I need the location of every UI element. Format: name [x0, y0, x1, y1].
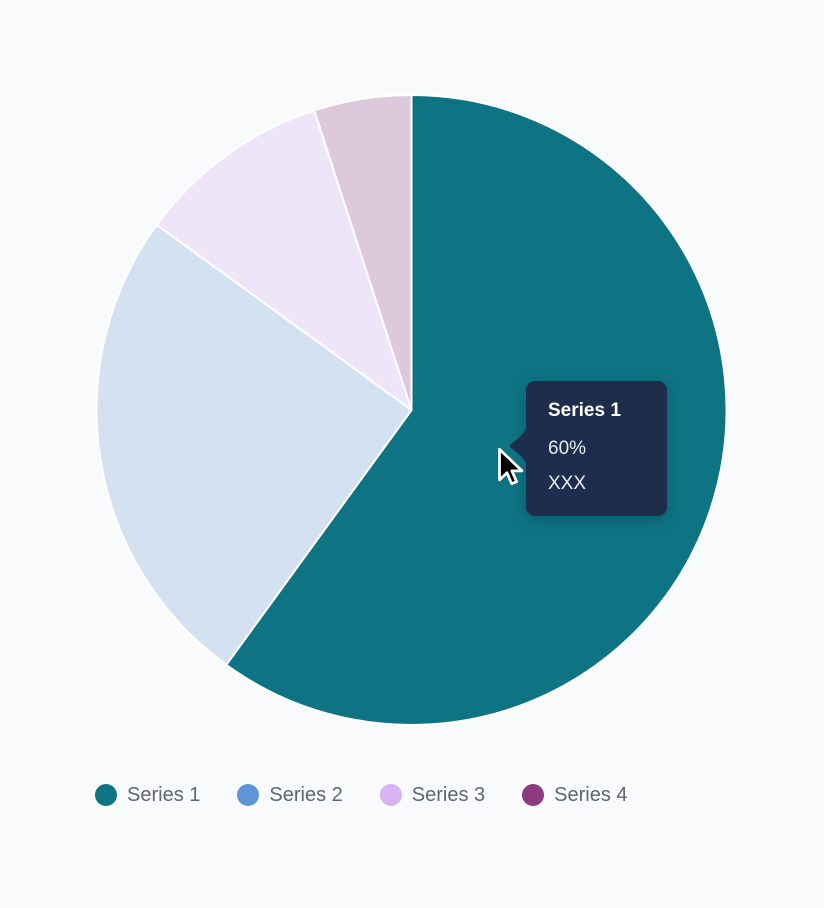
legend-item-label: Series 1	[127, 784, 201, 806]
legend-item-series-3[interactable]: Series 3	[379, 782, 486, 808]
chart-tooltip: Series 1 60% XXX	[510, 381, 667, 516]
legend-item-label: Series 4	[554, 784, 628, 806]
legend-item-series-1[interactable]: Series 1	[95, 782, 200, 808]
legend-dot-icon	[379, 784, 402, 806]
tooltip-series-title: Series 1	[548, 400, 621, 421]
legend-dot-icon	[237, 784, 260, 806]
legend-item-series-4[interactable]: Series 4	[522, 782, 628, 808]
legend-item-label: Series 2	[269, 784, 343, 806]
pie-slice-series-2[interactable]	[95, 223, 413, 666]
legend-dot-icon	[522, 784, 545, 806]
pie-slice-series-1[interactable]	[225, 94, 728, 726]
mouse-cursor-icon	[498, 448, 524, 486]
legend-item-label: Series 3	[411, 784, 486, 806]
tooltip-caret-icon	[510, 427, 527, 465]
tooltip-label: XXX	[548, 473, 587, 494]
legend-item-series-2[interactable]: Series 2	[237, 782, 343, 808]
pie-slice-series-3[interactable]	[155, 109, 413, 411]
pie-slice-series-4[interactable]	[313, 94, 413, 411]
tooltip-value: 60%	[548, 438, 587, 459]
legend-dot-icon	[95, 784, 117, 806]
chart-legend: Series 1 Series 2 Series 3 Series 4	[95, 782, 628, 808]
